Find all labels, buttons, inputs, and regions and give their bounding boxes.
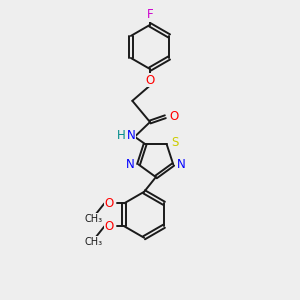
Text: N: N [177, 158, 186, 171]
Text: CH₃: CH₃ [85, 214, 103, 224]
Text: O: O [169, 110, 178, 123]
Text: N: N [127, 129, 136, 142]
Text: CH₃: CH₃ [85, 237, 103, 247]
Text: O: O [105, 197, 114, 210]
Text: O: O [105, 220, 114, 233]
Text: F: F [147, 8, 153, 21]
Text: S: S [171, 136, 178, 149]
Text: O: O [146, 74, 154, 87]
Text: H: H [117, 129, 126, 142]
Text: N: N [126, 158, 135, 171]
